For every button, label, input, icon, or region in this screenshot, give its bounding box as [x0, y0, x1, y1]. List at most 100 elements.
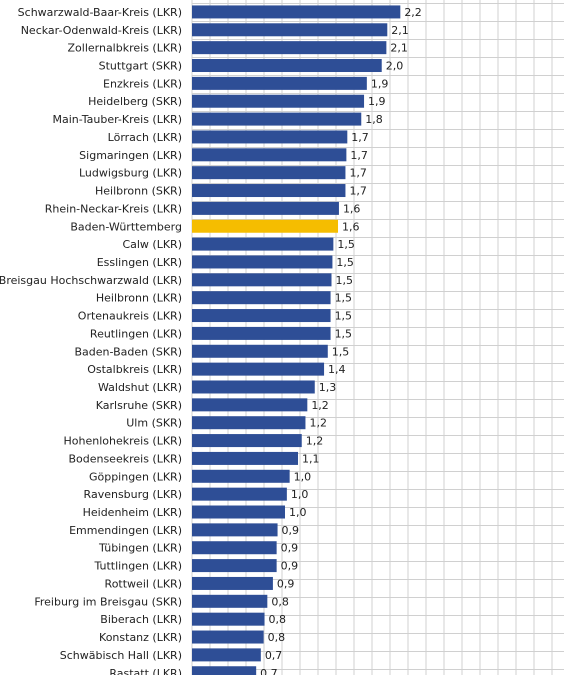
category-label: Heidenheim (LKR) — [83, 506, 182, 519]
bar — [192, 255, 333, 269]
category-label: Baden-Württemberg — [70, 220, 182, 233]
category-label: Neckar-Odenwald-Kreis (LKR) — [21, 24, 182, 37]
value-label: 2,1 — [391, 24, 409, 37]
bar — [192, 273, 332, 287]
category-label: Tübingen (LKR) — [98, 542, 182, 555]
bar — [192, 184, 346, 198]
category-label: Enzkreis (LKR) — [103, 77, 182, 90]
value-label: 0,9 — [281, 560, 299, 573]
value-label: 1,5 — [336, 274, 354, 287]
category-label: Zollernalbkreis (LKR) — [68, 42, 183, 55]
bar — [192, 398, 308, 412]
bar — [192, 576, 273, 590]
bar — [192, 362, 325, 376]
bar — [192, 41, 387, 55]
category-label: Bodenseekreis (LKR) — [68, 452, 182, 465]
value-label: 1,5 — [337, 238, 355, 251]
value-label: 1,7 — [349, 185, 367, 198]
value-label: 1,5 — [332, 345, 350, 358]
bar — [192, 487, 287, 501]
category-label: Rastatt (LKR) — [109, 667, 182, 675]
value-label: 2,0 — [386, 60, 404, 73]
bar-layer — [192, 5, 401, 680]
bar — [192, 76, 367, 90]
value-label: 1,0 — [289, 506, 307, 519]
value-label: 1,0 — [294, 470, 312, 483]
bar — [192, 148, 347, 162]
value-label: 1,5 — [335, 327, 353, 340]
value-label: 2,2 — [404, 6, 422, 19]
category-label: Heidelberg (SKR) — [88, 95, 182, 108]
value-label: 1,2 — [311, 399, 329, 412]
bar — [192, 612, 265, 626]
bar — [192, 451, 299, 465]
bar — [192, 541, 277, 555]
category-label: Hohenlohekreis (LKR) — [63, 435, 182, 448]
category-label: Baden-Baden (SKR) — [74, 345, 182, 358]
bar — [192, 434, 302, 448]
category-label: Lörrach (LKR) — [108, 131, 182, 144]
bar — [192, 112, 362, 126]
value-label: 1,6 — [343, 202, 361, 215]
category-label: Tuttlingen (LKR) — [93, 560, 182, 573]
value-label: 1,5 — [336, 256, 354, 269]
bar — [192, 326, 331, 340]
category-label: Heilbronn (SKR) — [95, 185, 182, 198]
bar — [192, 94, 365, 108]
value-label: 1,6 — [342, 220, 360, 233]
bar — [192, 59, 382, 73]
bar — [192, 23, 388, 37]
value-label: 1,0 — [291, 488, 309, 501]
bar — [192, 648, 261, 662]
category-label: Konstanz (LKR) — [99, 631, 182, 644]
value-label: 0,9 — [282, 524, 300, 537]
value-label: 1,2 — [309, 417, 327, 430]
bar — [192, 380, 315, 394]
category-label: Ludwigsburg (LKR) — [79, 167, 182, 180]
value-label: 0,8 — [268, 631, 286, 644]
value-label: 1,3 — [319, 381, 337, 394]
bar — [192, 237, 334, 251]
value-label: 0,9 — [281, 542, 299, 555]
category-label: Biberach (LKR) — [100, 613, 182, 626]
category-label: Reutlingen (LKR) — [90, 327, 182, 340]
value-label: 1,2 — [306, 435, 324, 448]
category-label: Schwarzwald-Baar-Kreis (LKR) — [18, 6, 182, 19]
value-label: 1,9 — [371, 77, 389, 90]
value-label: 1,7 — [350, 149, 368, 162]
category-label: Stuttgart (SKR) — [99, 60, 182, 73]
value-label: 1,7 — [351, 131, 369, 144]
category-label: Ulm (SKR) — [126, 417, 182, 430]
category-label: Calw (LKR) — [122, 238, 182, 251]
value-label: 1,5 — [335, 292, 353, 305]
category-label: Breisgau Hochschwarzwald (LKR) — [0, 274, 182, 287]
bar — [192, 523, 278, 537]
bar — [192, 309, 331, 323]
value-label: 1,1 — [302, 452, 320, 465]
value-label: 0,7 — [260, 667, 278, 675]
bar — [192, 559, 277, 573]
bar — [192, 594, 268, 608]
value-label: 1,9 — [368, 95, 386, 108]
value-label: 1,5 — [335, 310, 353, 323]
category-label: Main-Tauber-Kreis (LKR) — [53, 113, 182, 126]
value-label: 2,1 — [390, 42, 408, 55]
bar — [192, 201, 339, 215]
bar-highlight — [192, 219, 339, 233]
bar — [192, 166, 346, 180]
category-label: Waldshut (LKR) — [98, 381, 182, 394]
value-label: 0,9 — [277, 577, 295, 590]
bar — [192, 344, 328, 358]
category-label: Schwäbisch Hall (LKR) — [60, 649, 182, 662]
category-label: Rottweil (LKR) — [105, 577, 182, 590]
category-label: Karlsruhe (SKR) — [96, 399, 182, 412]
category-label: Ortenaukreis (LKR) — [78, 310, 182, 323]
category-label: Sigmaringen (LKR) — [79, 149, 182, 162]
bar — [192, 416, 306, 430]
value-label: 0,8 — [269, 613, 287, 626]
bar — [192, 630, 264, 644]
value-label: 1,7 — [349, 167, 367, 180]
category-label: Heilbronn (LKR) — [96, 292, 182, 305]
